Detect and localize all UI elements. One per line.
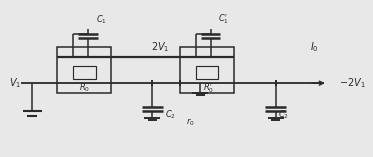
Text: $-2V_1$: $-2V_1$: [339, 76, 365, 90]
Text: $I_0$: $I_0$: [310, 41, 319, 54]
Text: $2V_1$: $2V_1$: [151, 41, 170, 54]
Text: $R_0^{\prime}$: $R_0^{\prime}$: [203, 81, 214, 95]
Bar: [195, 66, 218, 79]
Bar: [180, 47, 234, 93]
Text: $R_0$: $R_0$: [79, 82, 90, 94]
Bar: [57, 47, 111, 93]
Bar: [73, 66, 95, 79]
Text: $C_1$: $C_1$: [95, 13, 107, 26]
Text: $C_1^{\prime}$: $C_1^{\prime}$: [218, 13, 229, 26]
Text: $C_2$: $C_2$: [164, 108, 176, 121]
Text: $V_1$: $V_1$: [9, 76, 21, 90]
Text: $C_2$: $C_2$: [278, 108, 289, 121]
Text: $r_0$: $r_0$: [186, 116, 195, 128]
